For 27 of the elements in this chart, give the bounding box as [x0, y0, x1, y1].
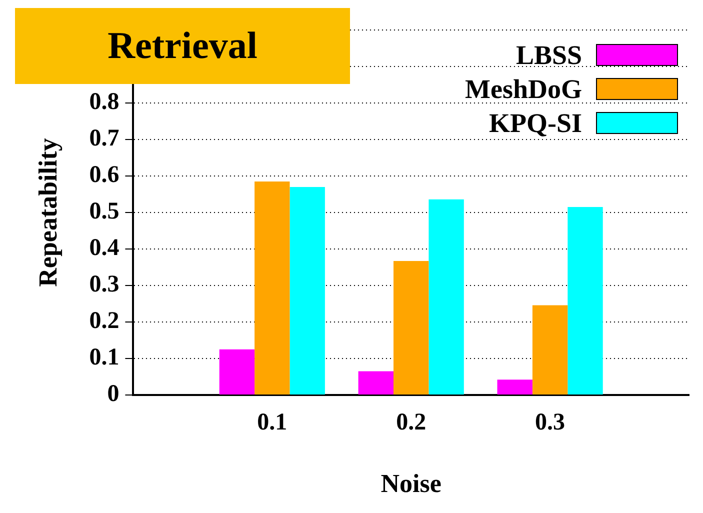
bar [290, 186, 325, 394]
bar [394, 261, 429, 394]
bar [532, 305, 568, 394]
legend-label: MeshDoG [465, 74, 582, 104]
y-tick-label: 0 [107, 381, 120, 408]
bar [497, 380, 532, 394]
bar [568, 207, 603, 394]
legend-label: LBSS [516, 40, 582, 70]
x-axis-title: Noise [380, 469, 442, 498]
x-tick-label: 0.2 [396, 410, 426, 436]
y-axis-title: Repeatability [33, 138, 62, 287]
y-tick-label: 0.8 [89, 89, 120, 116]
x-tick-label: 0.1 [257, 410, 288, 436]
x-tick-label: 0.3 [535, 410, 566, 436]
bar [358, 371, 394, 394]
legend-label: KPQ-SI [488, 108, 582, 138]
y-tick-label: 0.1 [89, 344, 120, 371]
y-tick-label: 0.5 [89, 198, 120, 225]
title-banner: Retrieval [15, 8, 350, 84]
bar [219, 349, 255, 394]
y-tick-label: 0.4 [89, 235, 120, 262]
y-tick-label: 0.3 [89, 272, 120, 298]
bar [428, 199, 464, 394]
y-tick-label: 0.2 [89, 308, 120, 334]
bar [254, 181, 290, 394]
y-tick-label: 0.7 [89, 126, 120, 152]
y-tick-label: 0.6 [89, 162, 120, 188]
